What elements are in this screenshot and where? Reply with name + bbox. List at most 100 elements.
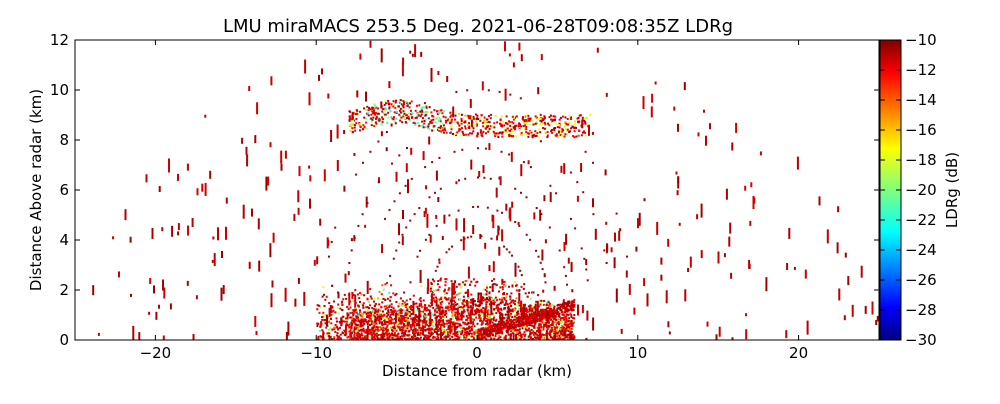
ldr-pixel	[565, 309, 568, 312]
ldr-pixel	[377, 112, 380, 115]
ldr-pixel	[418, 305, 421, 308]
ldr-pixel	[350, 325, 353, 328]
ldr-pixel	[445, 251, 448, 254]
ldr-pixel	[487, 323, 489, 326]
ldr-pixel	[377, 140, 380, 143]
ldr-pixel	[489, 117, 492, 120]
ldr-pixel	[468, 327, 471, 330]
ldr-pixel	[409, 314, 411, 317]
ldr-pixel	[509, 319, 512, 322]
ldr-pixel	[440, 325, 443, 328]
ldr-pixel	[518, 122, 521, 125]
ldr-pixel	[380, 123, 383, 126]
ldr-pixel	[553, 305, 556, 308]
ldr-pixel	[382, 118, 385, 121]
ldr-pixel	[532, 291, 535, 294]
ldr-pixel	[487, 338, 490, 340]
ldr-pixel	[705, 135, 707, 146]
ldr-pixel	[497, 226, 500, 231]
ldr-pixel	[331, 306, 334, 309]
ldr-pixel	[419, 110, 422, 113]
ldr-pixel	[531, 331, 534, 334]
ldr-pixel	[575, 126, 578, 129]
ldr-pixel	[433, 293, 435, 296]
ldr-pixel	[489, 286, 492, 289]
ldr-pixel	[550, 315, 553, 318]
ldr-pixel	[336, 325, 338, 328]
ldr-pixel	[441, 122, 444, 125]
ldr-pixel	[319, 325, 322, 328]
ldr-pixel	[551, 131, 554, 134]
ldr-pixel	[503, 297, 506, 299]
ldr-pixel	[359, 53, 362, 60]
ldr-pixel	[355, 109, 358, 112]
ldr-pixel	[353, 153, 356, 156]
ldr-pixel	[432, 129, 435, 132]
ldr-pixel	[92, 285, 95, 296]
ldr-pixel	[494, 334, 497, 337]
ldr-pixel	[382, 112, 385, 115]
ldr-pixel	[394, 120, 397, 123]
ldr-pixel	[387, 338, 390, 340]
ldr-pixel	[532, 333, 535, 336]
ldr-pixel	[560, 324, 563, 327]
ldr-pixel	[222, 285, 225, 294]
ldr-pixel	[450, 298, 453, 306]
ldr-pixel	[518, 42, 521, 51]
ldr-pixel	[501, 279, 504, 285]
ldr-pixel	[384, 331, 387, 334]
ldr-pixel	[392, 292, 395, 295]
ldr-pixel	[851, 304, 854, 317]
ldr-pixel	[356, 332, 359, 335]
ldr-pixel	[458, 283, 461, 286]
ldr-pixel	[488, 317, 491, 319]
ldr-pixel	[432, 336, 434, 339]
ldr-pixel	[700, 250, 703, 259]
ldr-pixel	[565, 313, 568, 316]
ldr-pixel	[555, 123, 558, 125]
ldr-pixel	[700, 203, 703, 218]
ldr-pixel	[435, 331, 438, 334]
ldr-pixel	[485, 132, 487, 135]
ldr-pixel	[382, 108, 385, 111]
ldr-pixel	[479, 119, 482, 122]
ldr-pixel	[551, 320, 554, 323]
ldr-pixel	[442, 115, 445, 118]
ldr-pixel	[479, 312, 482, 315]
ldr-pixel	[433, 330, 436, 333]
ldr-pixel	[257, 218, 260, 230]
ldr-pixel	[329, 305, 332, 314]
x-tick-label: 0	[472, 344, 482, 362]
ldr-pixel	[498, 303, 500, 306]
ldr-pixel	[509, 295, 512, 298]
ldr-pixel	[356, 293, 359, 296]
ldr-pixel	[425, 315, 428, 318]
ldr-pixel	[373, 304, 376, 307]
ldr-pixel	[560, 129, 563, 132]
ldr-pixel	[422, 117, 424, 120]
ldr-pixel	[564, 116, 567, 119]
ldr-pixel	[572, 320, 574, 323]
ldr-pixel	[525, 119, 528, 121]
ldr-pixel	[369, 318, 372, 320]
ldr-pixel	[435, 116, 438, 119]
ldr-pixel	[571, 300, 574, 303]
ldr-pixel	[353, 320, 356, 323]
ldr-pixel	[334, 330, 337, 333]
ldr-pixel	[414, 335, 417, 338]
ldr-pixel	[566, 283, 568, 286]
ldr-pixel	[549, 308, 551, 311]
ldr-pixel	[338, 326, 341, 329]
ldr-pixel	[521, 308, 523, 317]
ldr-pixel	[437, 304, 440, 308]
ldr-pixel	[392, 257, 395, 260]
ldr-pixel	[399, 320, 402, 323]
ldr-pixel	[568, 300, 571, 303]
ldr-pixel	[592, 198, 594, 208]
ldr-pixel	[534, 116, 537, 119]
ldr-pixel	[523, 304, 525, 318]
ldr-pixel	[559, 131, 562, 134]
ldr-pixel	[439, 330, 442, 333]
ldr-pixel	[374, 113, 376, 116]
ldr-pixel	[410, 177, 413, 180]
